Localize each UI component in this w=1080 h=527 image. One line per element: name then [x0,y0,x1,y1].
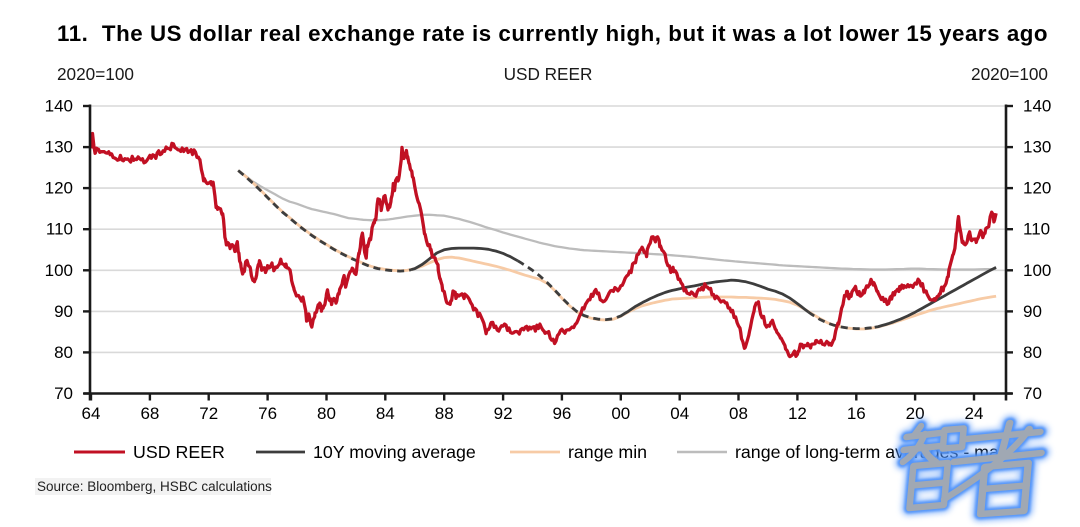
svg-text:100: 100 [1023,261,1051,280]
svg-text:76: 76 [258,404,277,423]
svg-text:00: 00 [611,404,630,423]
svg-text:Source: Bloomberg, HSBC calcul: Source: Bloomberg, HSBC calculations [37,479,272,494]
svg-text:140: 140 [1023,97,1051,116]
svg-text:90: 90 [1023,302,1042,321]
svg-text:range min: range min [568,442,647,462]
svg-text:USD REER: USD REER [133,442,225,462]
svg-text:80: 80 [317,404,336,423]
svg-text:70: 70 [54,384,73,403]
svg-text:100: 100 [45,261,73,280]
svg-text:80: 80 [54,343,73,362]
svg-text:16: 16 [847,404,866,423]
svg-text:11. The US dollar real exchan: 11. The US dollar real exchange rate is … [57,21,1048,46]
svg-text:24: 24 [965,404,984,423]
svg-text:70: 70 [1023,384,1042,403]
svg-text:90: 90 [54,302,73,321]
svg-text:110: 110 [1023,220,1050,239]
svg-text:2020=100: 2020=100 [971,64,1048,84]
svg-text:120: 120 [1023,179,1051,198]
svg-text:84: 84 [376,404,395,423]
svg-text:12: 12 [788,404,807,423]
svg-text:120: 120 [45,179,73,198]
svg-text:08: 08 [729,404,748,423]
svg-text:20: 20 [906,404,925,423]
svg-text:USD REER: USD REER [504,64,593,84]
svg-text:110: 110 [46,220,73,239]
svg-text:72: 72 [199,404,218,423]
svg-text:130: 130 [1023,138,1051,157]
svg-text:96: 96 [552,404,571,423]
svg-text:04: 04 [670,404,689,423]
svg-text:64: 64 [82,404,101,423]
svg-text:92: 92 [494,404,513,423]
svg-text:2020=100: 2020=100 [57,64,134,84]
svg-text:88: 88 [435,404,454,423]
svg-text:130: 130 [45,138,73,157]
svg-text:140: 140 [45,97,73,116]
svg-text:10Y moving average: 10Y moving average [313,442,476,462]
svg-text:80: 80 [1023,343,1042,362]
svg-text:68: 68 [140,404,159,423]
